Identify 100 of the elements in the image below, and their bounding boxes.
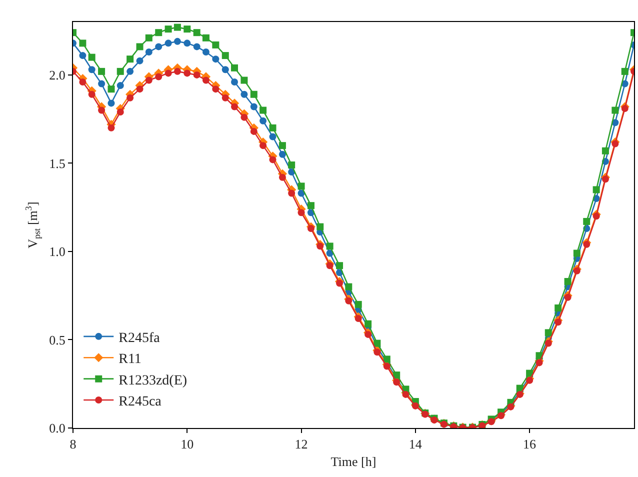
x-tick-label: 14 (408, 436, 422, 452)
point (193, 71, 200, 78)
point (116, 68, 124, 75)
point (544, 329, 552, 336)
point (592, 212, 600, 220)
point (79, 78, 86, 86)
point (126, 94, 134, 102)
point (98, 68, 106, 75)
point (250, 128, 258, 135)
point (260, 142, 267, 150)
point (621, 105, 628, 112)
point (345, 297, 352, 304)
point (383, 362, 390, 370)
point (364, 320, 372, 328)
point (116, 108, 124, 116)
point (345, 283, 352, 290)
point (88, 66, 96, 74)
point (336, 262, 344, 270)
y-tick-label: 1.0 (49, 244, 66, 260)
point (155, 43, 162, 50)
legend-label: R245fa (118, 330, 161, 346)
point (260, 117, 267, 124)
point (202, 76, 210, 84)
point (612, 106, 619, 114)
point (193, 43, 200, 50)
point (116, 82, 124, 90)
point (98, 80, 106, 88)
point (222, 94, 229, 102)
legend-label: R245ca (118, 394, 162, 410)
y-tick-label: 2.0 (49, 68, 66, 83)
point (383, 356, 390, 363)
point (108, 124, 115, 132)
point (621, 68, 628, 75)
point (544, 340, 552, 347)
point (126, 68, 134, 75)
point (184, 26, 191, 33)
point (364, 330, 372, 338)
point (278, 142, 286, 150)
point (231, 103, 238, 110)
point (298, 209, 305, 216)
point (336, 280, 344, 287)
point (108, 86, 115, 93)
point (316, 223, 324, 230)
point (307, 225, 314, 232)
point (108, 100, 115, 107)
point (526, 376, 534, 384)
point (564, 278, 572, 285)
point (250, 103, 258, 110)
point (145, 76, 152, 84)
y-tick-label: 0.5 (49, 332, 66, 348)
point (155, 73, 162, 80)
point (174, 68, 181, 75)
point (136, 57, 144, 64)
point (240, 90, 248, 98)
point (298, 182, 305, 190)
point (583, 218, 590, 225)
point (269, 124, 276, 132)
point (240, 76, 248, 84)
point (278, 150, 286, 158)
point (136, 43, 144, 50)
point (536, 359, 543, 366)
point (393, 372, 400, 379)
point (592, 186, 600, 194)
point (240, 114, 248, 121)
point (126, 56, 134, 63)
point (88, 90, 96, 98)
point (573, 250, 580, 257)
point (612, 140, 619, 148)
point (155, 29, 162, 36)
point (374, 340, 381, 347)
point (222, 66, 229, 74)
point (79, 52, 86, 60)
point (174, 38, 181, 45)
point (260, 106, 267, 114)
x-axis-title: Time [h] (330, 454, 376, 470)
point (526, 370, 534, 377)
point (583, 240, 590, 248)
point (354, 315, 362, 322)
point (212, 41, 220, 48)
point (164, 26, 172, 33)
point (136, 86, 144, 93)
point (98, 106, 106, 114)
point (269, 133, 276, 140)
point (202, 48, 210, 56)
y-tick-label: 0.0 (49, 420, 66, 436)
point (564, 294, 572, 301)
x-tick-label: 16 (523, 436, 537, 452)
point (88, 54, 96, 61)
point (193, 29, 200, 36)
point (307, 202, 314, 210)
point (184, 40, 191, 47)
x-tick-label: 12 (294, 436, 308, 452)
legend-label: R11 (118, 352, 142, 368)
point (554, 318, 562, 326)
point (316, 242, 324, 250)
point (79, 40, 86, 47)
point (326, 242, 334, 250)
point (573, 267, 580, 274)
point (145, 48, 152, 56)
legend-label: R1233zd(E) (118, 373, 188, 388)
